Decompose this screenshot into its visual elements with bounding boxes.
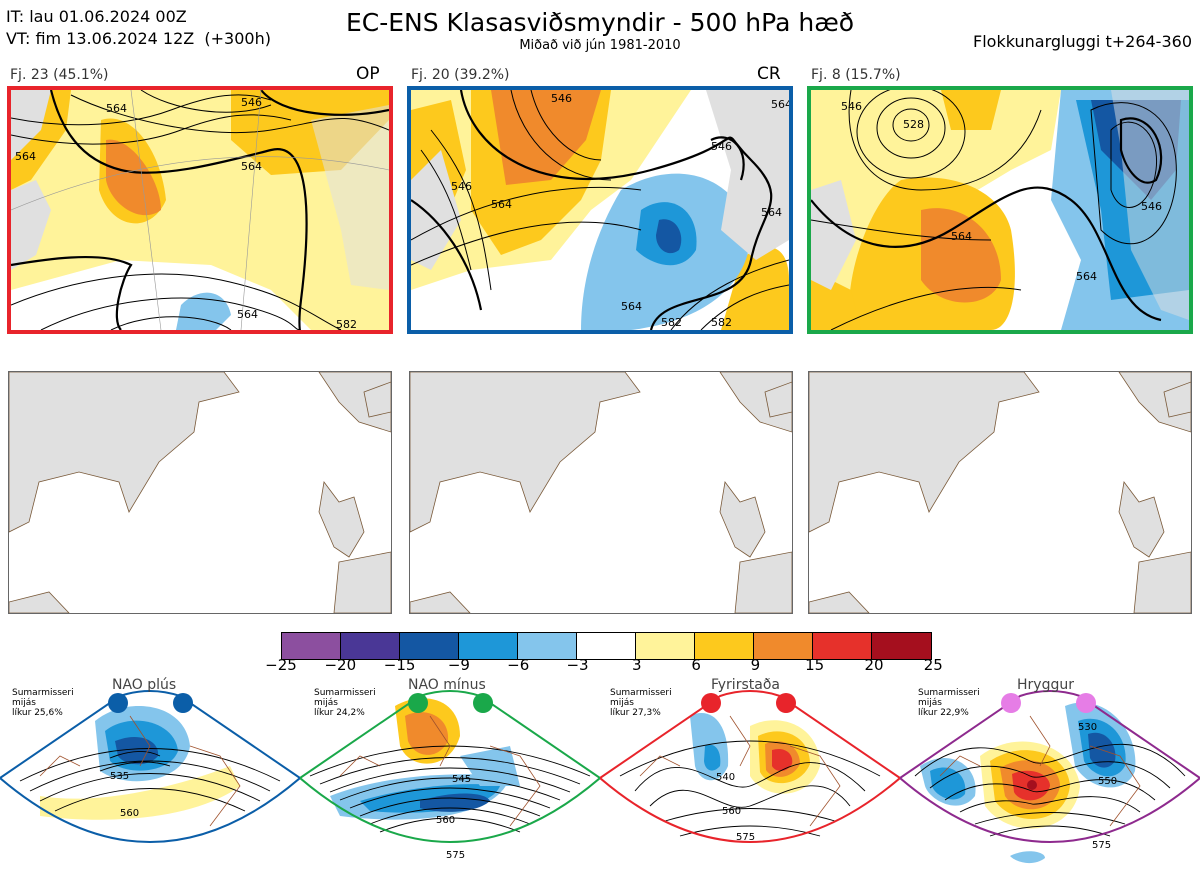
regime-nao-plus: 535 560 NAO plús Sumarmisseri mijás líkur … xyxy=(0,676,300,871)
regime-label: 540 xyxy=(716,772,735,783)
regime-title: NAO plús xyxy=(112,677,177,693)
colorbar-tick-label: 15 xyxy=(805,656,825,674)
colorbar-swatch xyxy=(400,633,459,659)
colorbar-swatch xyxy=(636,633,695,659)
cluster-map-1: 564 546 564 564 564 582 xyxy=(7,86,393,334)
cluster-map-3: 546 528 564 546 564 xyxy=(807,86,1193,334)
colorbar-swatch xyxy=(577,633,636,659)
contour-label: 582 xyxy=(661,316,682,329)
colorbar-tick-label: 3 xyxy=(632,656,642,674)
regime-label: 575 xyxy=(1092,840,1111,851)
contour-label: 546 xyxy=(451,180,472,193)
contour-label: 564 xyxy=(106,102,127,115)
regime-ridge: 530 550 575 Hryggur Sumarmisseri mijás lík… xyxy=(900,676,1200,871)
contour-label: 546 xyxy=(551,92,572,105)
regime-label: 560 xyxy=(436,815,455,826)
contour-label: 546 xyxy=(841,100,862,113)
regime-label: 530 xyxy=(1078,722,1097,733)
regime-label: 535 xyxy=(110,771,129,782)
colorbar-swatch xyxy=(518,633,577,659)
empty-map-2 xyxy=(409,371,793,614)
contour-label: 582 xyxy=(336,318,357,330)
contour-label: 546 xyxy=(1141,200,1162,213)
panel-2-label: Fj. 20 (39.2%) xyxy=(411,67,510,83)
regime-nao-minus: 545 560 575 NAO mínus Sumarmisseri mijás l… xyxy=(300,676,600,871)
panel-3-label: Fj. 8 (15.7%) xyxy=(811,67,901,83)
colorbar-tick-label: −25 xyxy=(265,656,297,674)
colorbar-tick-label: 25 xyxy=(923,656,943,674)
contour-label: 546 xyxy=(711,140,732,153)
colorbar xyxy=(281,632,932,660)
regime-title: NAO mínus xyxy=(408,677,486,693)
colorbar-tick-label: −15 xyxy=(383,656,416,674)
regime-note: Sumarmisseri mijás líkur 22,9% xyxy=(918,688,980,718)
panel-1-tag: OP xyxy=(356,64,380,84)
empty-map-1 xyxy=(8,371,392,614)
colorbar-swatch xyxy=(341,633,400,659)
regime-note: Sumarmisseri mijás líkur 27,3% xyxy=(610,688,672,718)
contour-label: 564 xyxy=(237,308,258,321)
classification-window: Flokkunargluggi t+264-360 xyxy=(973,32,1192,51)
colorbar-tick-label: −20 xyxy=(324,656,357,674)
valid-time: VT: fim 13.06.2024 12Z (+300h) xyxy=(6,29,271,48)
colorbar-swatch xyxy=(754,633,813,659)
page-title: EC-ENS Klasasviðsmyndir - 500 hPa hæð xyxy=(345,8,855,37)
colorbar-tick-label: −6 xyxy=(507,656,530,674)
colorbar-tick-label: 9 xyxy=(750,656,761,674)
contour-label: 564 xyxy=(621,300,642,313)
init-time: IT: lau 01.06.2024 00Z xyxy=(6,7,187,26)
page-subtitle: Miðað við jún 1981-2010 xyxy=(519,38,681,53)
empty-map-3 xyxy=(808,371,1192,614)
regime-blocking: 540 560 575 Fyrirstaða Sumarmisseri mijás… xyxy=(600,676,900,871)
regime-label: 575 xyxy=(736,832,755,843)
contour-label: 564 xyxy=(491,198,512,211)
regime-note: Sumarmisseri mijás líkur 24,2% xyxy=(314,688,376,718)
contour-label: 564 xyxy=(951,230,972,243)
colorbar-swatch xyxy=(872,633,931,659)
colorbar-swatch xyxy=(813,633,872,659)
regime-title: Hryggur xyxy=(1017,677,1074,693)
panel-2-tag: CR xyxy=(757,64,781,84)
regime-label: 560 xyxy=(722,806,741,817)
colorbar-tick-label: −9 xyxy=(447,656,470,674)
contour-label: 564 xyxy=(761,206,782,219)
panel-1-label: Fj. 23 (45.1%) xyxy=(10,67,109,83)
colorbar-swatch xyxy=(459,633,518,659)
contour-label: 528 xyxy=(903,118,924,131)
colorbar-swatch xyxy=(695,633,754,659)
colorbar-tick-label: −3 xyxy=(566,656,589,674)
regime-title: Fyrirstaða xyxy=(711,677,780,693)
colorbar-tick-label: 20 xyxy=(864,656,884,674)
colorbar-swatch xyxy=(282,633,341,659)
cluster-map-2: 546 546 564 546 564 582 564 582 564 xyxy=(407,86,793,334)
contour-label: 564 xyxy=(241,160,262,173)
contour-label: 564 xyxy=(1076,270,1097,283)
contour-label: 564 xyxy=(15,150,36,163)
contour-label: 546 xyxy=(241,96,262,109)
contour-label: 582 xyxy=(711,316,732,329)
regime-note: Sumarmisseri mijás líkur 25,6% xyxy=(12,688,74,718)
contour-label: 564 xyxy=(771,98,789,111)
regime-label: 575 xyxy=(446,850,465,861)
regime-label: 545 xyxy=(452,774,471,785)
regime-label: 560 xyxy=(120,808,139,819)
colorbar-tick-label: 6 xyxy=(691,656,701,674)
header-info: IT: lau 01.06.2024 00Z VT: fim 13.06.2024… xyxy=(6,6,271,50)
regime-label: 550 xyxy=(1098,776,1117,787)
